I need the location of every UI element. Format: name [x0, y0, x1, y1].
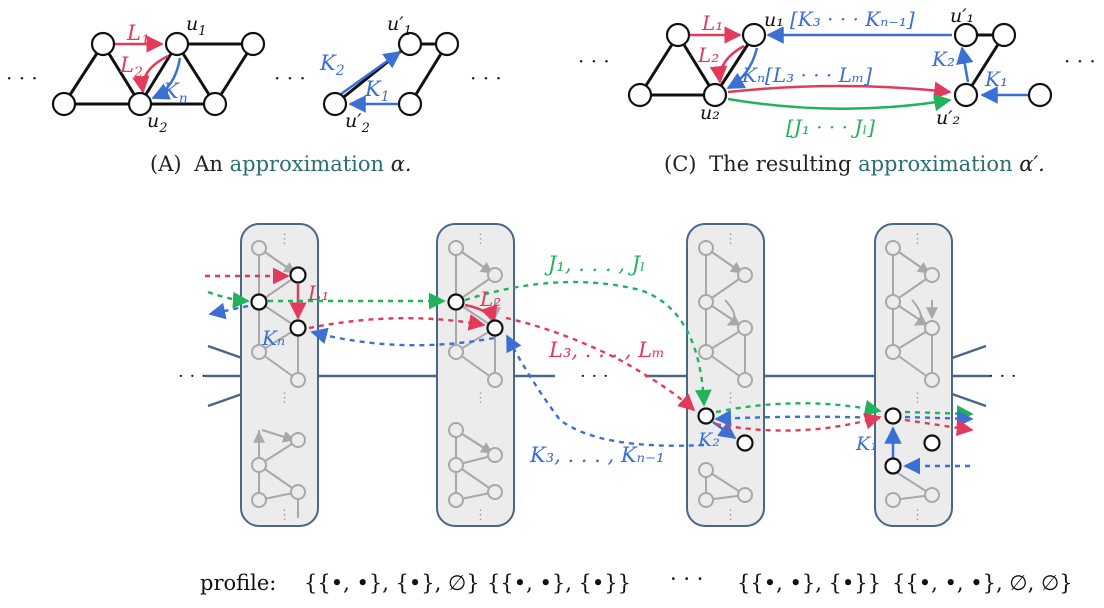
panel-c-label-Kn: Kₙ[L₃ · · · Lₘ] [741, 63, 872, 87]
flow-red-1-2 [308, 314, 486, 331]
panel-a: · · · L1 L2 Kn u1 u2 · · · [6, 13, 502, 176]
bottom-label-K3: K₃, . . . , Kₙ₋₁ [529, 443, 665, 467]
svg-text:⋮: ⋮ [724, 232, 737, 247]
bag-ellipses: ⋮ ⋮ ⋮ ⋮ ⋮ ⋮ ⋮ ⋮ ⋮ ⋮ ⋮ ⋮ [278, 232, 924, 523]
bottom-dots-right: · · · [988, 366, 1017, 387]
profile-4: {{•, •, •}, ∅, ∅} [892, 571, 1073, 595]
backbone [205, 344, 990, 408]
panel-a-edge-Kn [151, 57, 182, 100]
panel-c-label-u1p: u′₁ [950, 5, 974, 27]
svg-text:⋮: ⋮ [474, 391, 487, 406]
panel-c-edge-J [727, 93, 952, 112]
panel-c-label-u2p: u′₂ [936, 107, 960, 129]
bottom-diagram: · · · · · · · · · [178, 223, 1017, 527]
panel-c-label-J: [J₁ · · · Jₗ] [786, 115, 875, 139]
panel-c-dots-left: · · · [578, 49, 610, 73]
svg-text:⋮: ⋮ [278, 508, 291, 523]
panel-a-label-K1: K1 [364, 77, 390, 105]
panel-a-label-L2: L2 [119, 53, 143, 81]
panel-a-label-u1: u1 [186, 13, 207, 39]
panel-c-edge-Kn [726, 47, 759, 90]
bag-3 [686, 223, 765, 527]
panel-a-nodes [51, 31, 266, 117]
panel-c-edge-L2 [709, 44, 745, 84]
panel-c-label-L2: L₂ [697, 43, 719, 67]
svg-text:⋮: ⋮ [724, 508, 737, 523]
flow-blue-out-r [904, 410, 974, 427]
panel-a-caption: (A) An approximation α. [150, 152, 412, 176]
panel-c-nodes [627, 22, 1053, 108]
flow-red-L3 [505, 316, 696, 412]
flow-blue-out [208, 302, 249, 320]
dashed-flows [205, 267, 974, 475]
panel-a-label-u1p: u′1 [387, 13, 412, 39]
flow-green-in [207, 290, 250, 309]
panel-a-dots-mid: · · · [274, 66, 306, 90]
flow-red-3-4 [715, 413, 882, 432]
bottom-label-L2: L₂ [479, 287, 501, 311]
svg-text:⋮: ⋮ [278, 391, 291, 406]
panel-a-edge-L2 [132, 54, 169, 94]
panel-a-dots-left: · · · [6, 66, 38, 90]
panel-c-label-K1: K₁ [984, 67, 1008, 91]
flow-green-3-4 [715, 399, 882, 417]
bottom-label-Kn: Kₙ [261, 326, 285, 350]
flow-blue-4-3 [714, 409, 881, 427]
panel-a-label-K2: K2 [319, 51, 345, 79]
flow-blue-K3 [505, 334, 705, 447]
bottom-dots-mid: · · · [580, 366, 609, 387]
panel-a-label-Kn: Kn [162, 79, 188, 107]
active-nodes [250, 266, 941, 475]
panel-c-edge-L3 [727, 81, 952, 99]
flow-blue-2-1 [310, 327, 495, 347]
panel-a-dots-right: · · · [470, 66, 502, 90]
bottom-label-K1: K₁ [855, 433, 878, 455]
bottom-label-J: J₁, . . . , Jₗ [544, 252, 645, 276]
panel-a-label-L1: L1 [126, 21, 150, 49]
panel-c-label-u1: u₁ [764, 9, 784, 31]
svg-text:⋮: ⋮ [474, 508, 487, 523]
gadgets-gray-nodes [251, 240, 940, 508]
flow-green-J [464, 280, 712, 407]
panel-a-label-u2: u2 [147, 110, 168, 136]
svg-text:⋮: ⋮ [911, 391, 924, 406]
profile-dots: · · · [670, 567, 703, 591]
panel-c-label-L1: L₁ [701, 11, 723, 35]
bag-1 [240, 223, 319, 527]
bottom-label-K2: K₂ [697, 429, 720, 451]
panel-c-label-K2: K₂ [931, 47, 955, 71]
svg-text:⋮: ⋮ [911, 232, 924, 247]
panel-a-graph-right [334, 42, 449, 106]
flow-green-out [904, 405, 974, 422]
bag-2 [436, 223, 515, 527]
svg-text:⋮: ⋮ [724, 391, 737, 406]
profile-label: profile: [200, 571, 276, 595]
panel-a-edge-K2 [340, 50, 402, 96]
bottom-label-L1: L₁ [307, 281, 329, 305]
profile-2: {{•, •}, {•}} [487, 571, 631, 595]
bottom-dots-left: · · · [178, 366, 207, 387]
panel-c-edge-K2 [956, 46, 974, 83]
bottom-label-L3: L₃, . . . , Lₘ [548, 338, 665, 362]
panel-c-label-K3: [K₃ · · · Kₙ₋₁] [790, 7, 915, 31]
flow-red-out-r [904, 418, 974, 437]
profile-3: {{•, •}, {•}} [737, 571, 881, 595]
svg-text:⋮: ⋮ [278, 232, 291, 247]
panel-c-label-u2: u₂ [700, 102, 720, 124]
panel-c-caption: (C) The resulting approximation α′. [664, 152, 1045, 176]
bag-4 [874, 223, 953, 527]
svg-text:⋮: ⋮ [474, 232, 487, 247]
panel-c-dots-right: · · · [1064, 49, 1096, 73]
profile-1: {{•, •}, {•}, ∅} [304, 571, 480, 595]
svg-text:⋮: ⋮ [911, 508, 924, 523]
panel-a-label-u2p: u′2 [345, 110, 370, 136]
panel-c: · · · L₁ L₂ u₁ [K₃ · · · Kₙ₋₁] Kₙ[L₃ · ·… [578, 5, 1096, 176]
panel-a-nodes-right [322, 31, 460, 117]
profile-row: profile: {{•, •}, {•}, ∅} {{•, •}, {•}} … [200, 567, 1073, 595]
